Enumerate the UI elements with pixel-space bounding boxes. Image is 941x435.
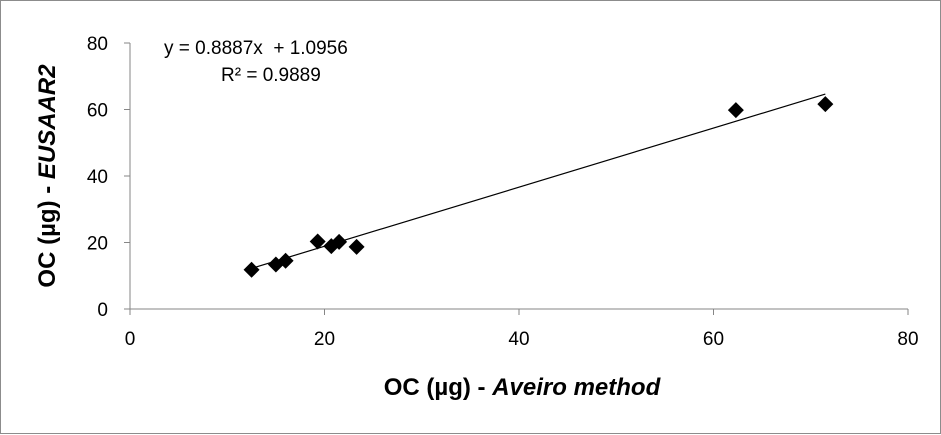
x-axis-title-method: Aveiro method <box>491 374 661 401</box>
x-tick-label: 20 <box>314 329 335 350</box>
y-axis-title-method: EUSAAR2 <box>34 64 61 179</box>
y-axis-title-main: OC (µg) - <box>34 179 61 287</box>
y-tick-label: 80 <box>87 34 108 55</box>
data-point <box>817 96 834 113</box>
x-tick-label: 80 <box>897 329 918 350</box>
y-tick-label: 20 <box>87 234 108 255</box>
data-point <box>331 233 348 250</box>
data-point <box>309 233 326 250</box>
data-point <box>243 261 260 278</box>
y-tick-label: 40 <box>87 167 108 188</box>
y-axis-title: OC (µg) - EUSAAR2 <box>34 64 61 288</box>
data-point <box>277 252 294 269</box>
x-tick-label: 40 <box>508 329 529 350</box>
y-tick-label: 0 <box>97 300 108 321</box>
data-point <box>727 102 744 119</box>
trendline-equation: y = 0.8887x + 1.0956 <box>164 38 348 59</box>
data-point <box>348 238 365 255</box>
x-tick-label: 60 <box>703 329 724 350</box>
y-tick-label: 60 <box>87 101 108 122</box>
trendline <box>251 93 826 269</box>
r-squared-label: R² = 0.9889 <box>221 65 321 86</box>
x-tick-label: 0 <box>125 329 136 350</box>
x-axis-title: OC (µg) - Aveiro method <box>384 374 662 401</box>
x-axis-title-main: OC (µg) - <box>384 374 492 401</box>
